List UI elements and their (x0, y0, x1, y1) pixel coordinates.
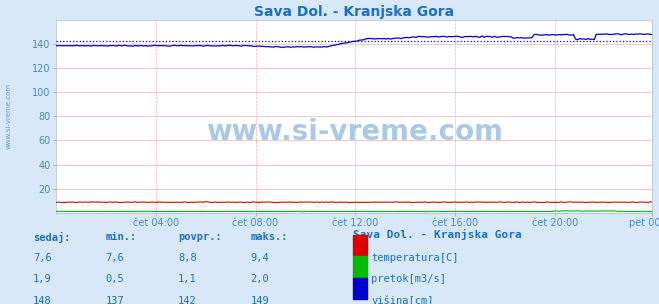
Text: temperatura[C]: temperatura[C] (371, 253, 459, 263)
Text: 0,5: 0,5 (105, 275, 124, 285)
Text: pretok[m3/s]: pretok[m3/s] (371, 275, 446, 285)
Bar (353, 278, 367, 299)
Text: 137: 137 (105, 296, 124, 304)
Text: min.:: min.: (105, 232, 136, 242)
Text: 142: 142 (178, 296, 196, 304)
Text: višina[cm]: višina[cm] (371, 296, 434, 304)
Text: povpr.:: povpr.: (178, 232, 221, 242)
Text: 7,6: 7,6 (33, 253, 51, 263)
Text: Sava Dol. - Kranjska Gora: Sava Dol. - Kranjska Gora (353, 229, 521, 240)
Text: www.si-vreme.com: www.si-vreme.com (5, 82, 12, 149)
Text: 7,6: 7,6 (105, 253, 124, 263)
Text: maks.:: maks.: (250, 232, 288, 242)
Text: 8,8: 8,8 (178, 253, 196, 263)
Text: 148: 148 (33, 296, 51, 304)
Text: 9,4: 9,4 (250, 253, 269, 263)
Bar (353, 235, 367, 256)
Text: www.si-vreme.com: www.si-vreme.com (206, 118, 503, 146)
Text: 1,9: 1,9 (33, 275, 51, 285)
Text: 2,0: 2,0 (250, 275, 269, 285)
Text: sedaj:: sedaj: (33, 232, 71, 243)
Text: 149: 149 (250, 296, 269, 304)
Text: 1,1: 1,1 (178, 275, 196, 285)
Bar (353, 256, 367, 278)
Title: Sava Dol. - Kranjska Gora: Sava Dol. - Kranjska Gora (254, 5, 454, 19)
